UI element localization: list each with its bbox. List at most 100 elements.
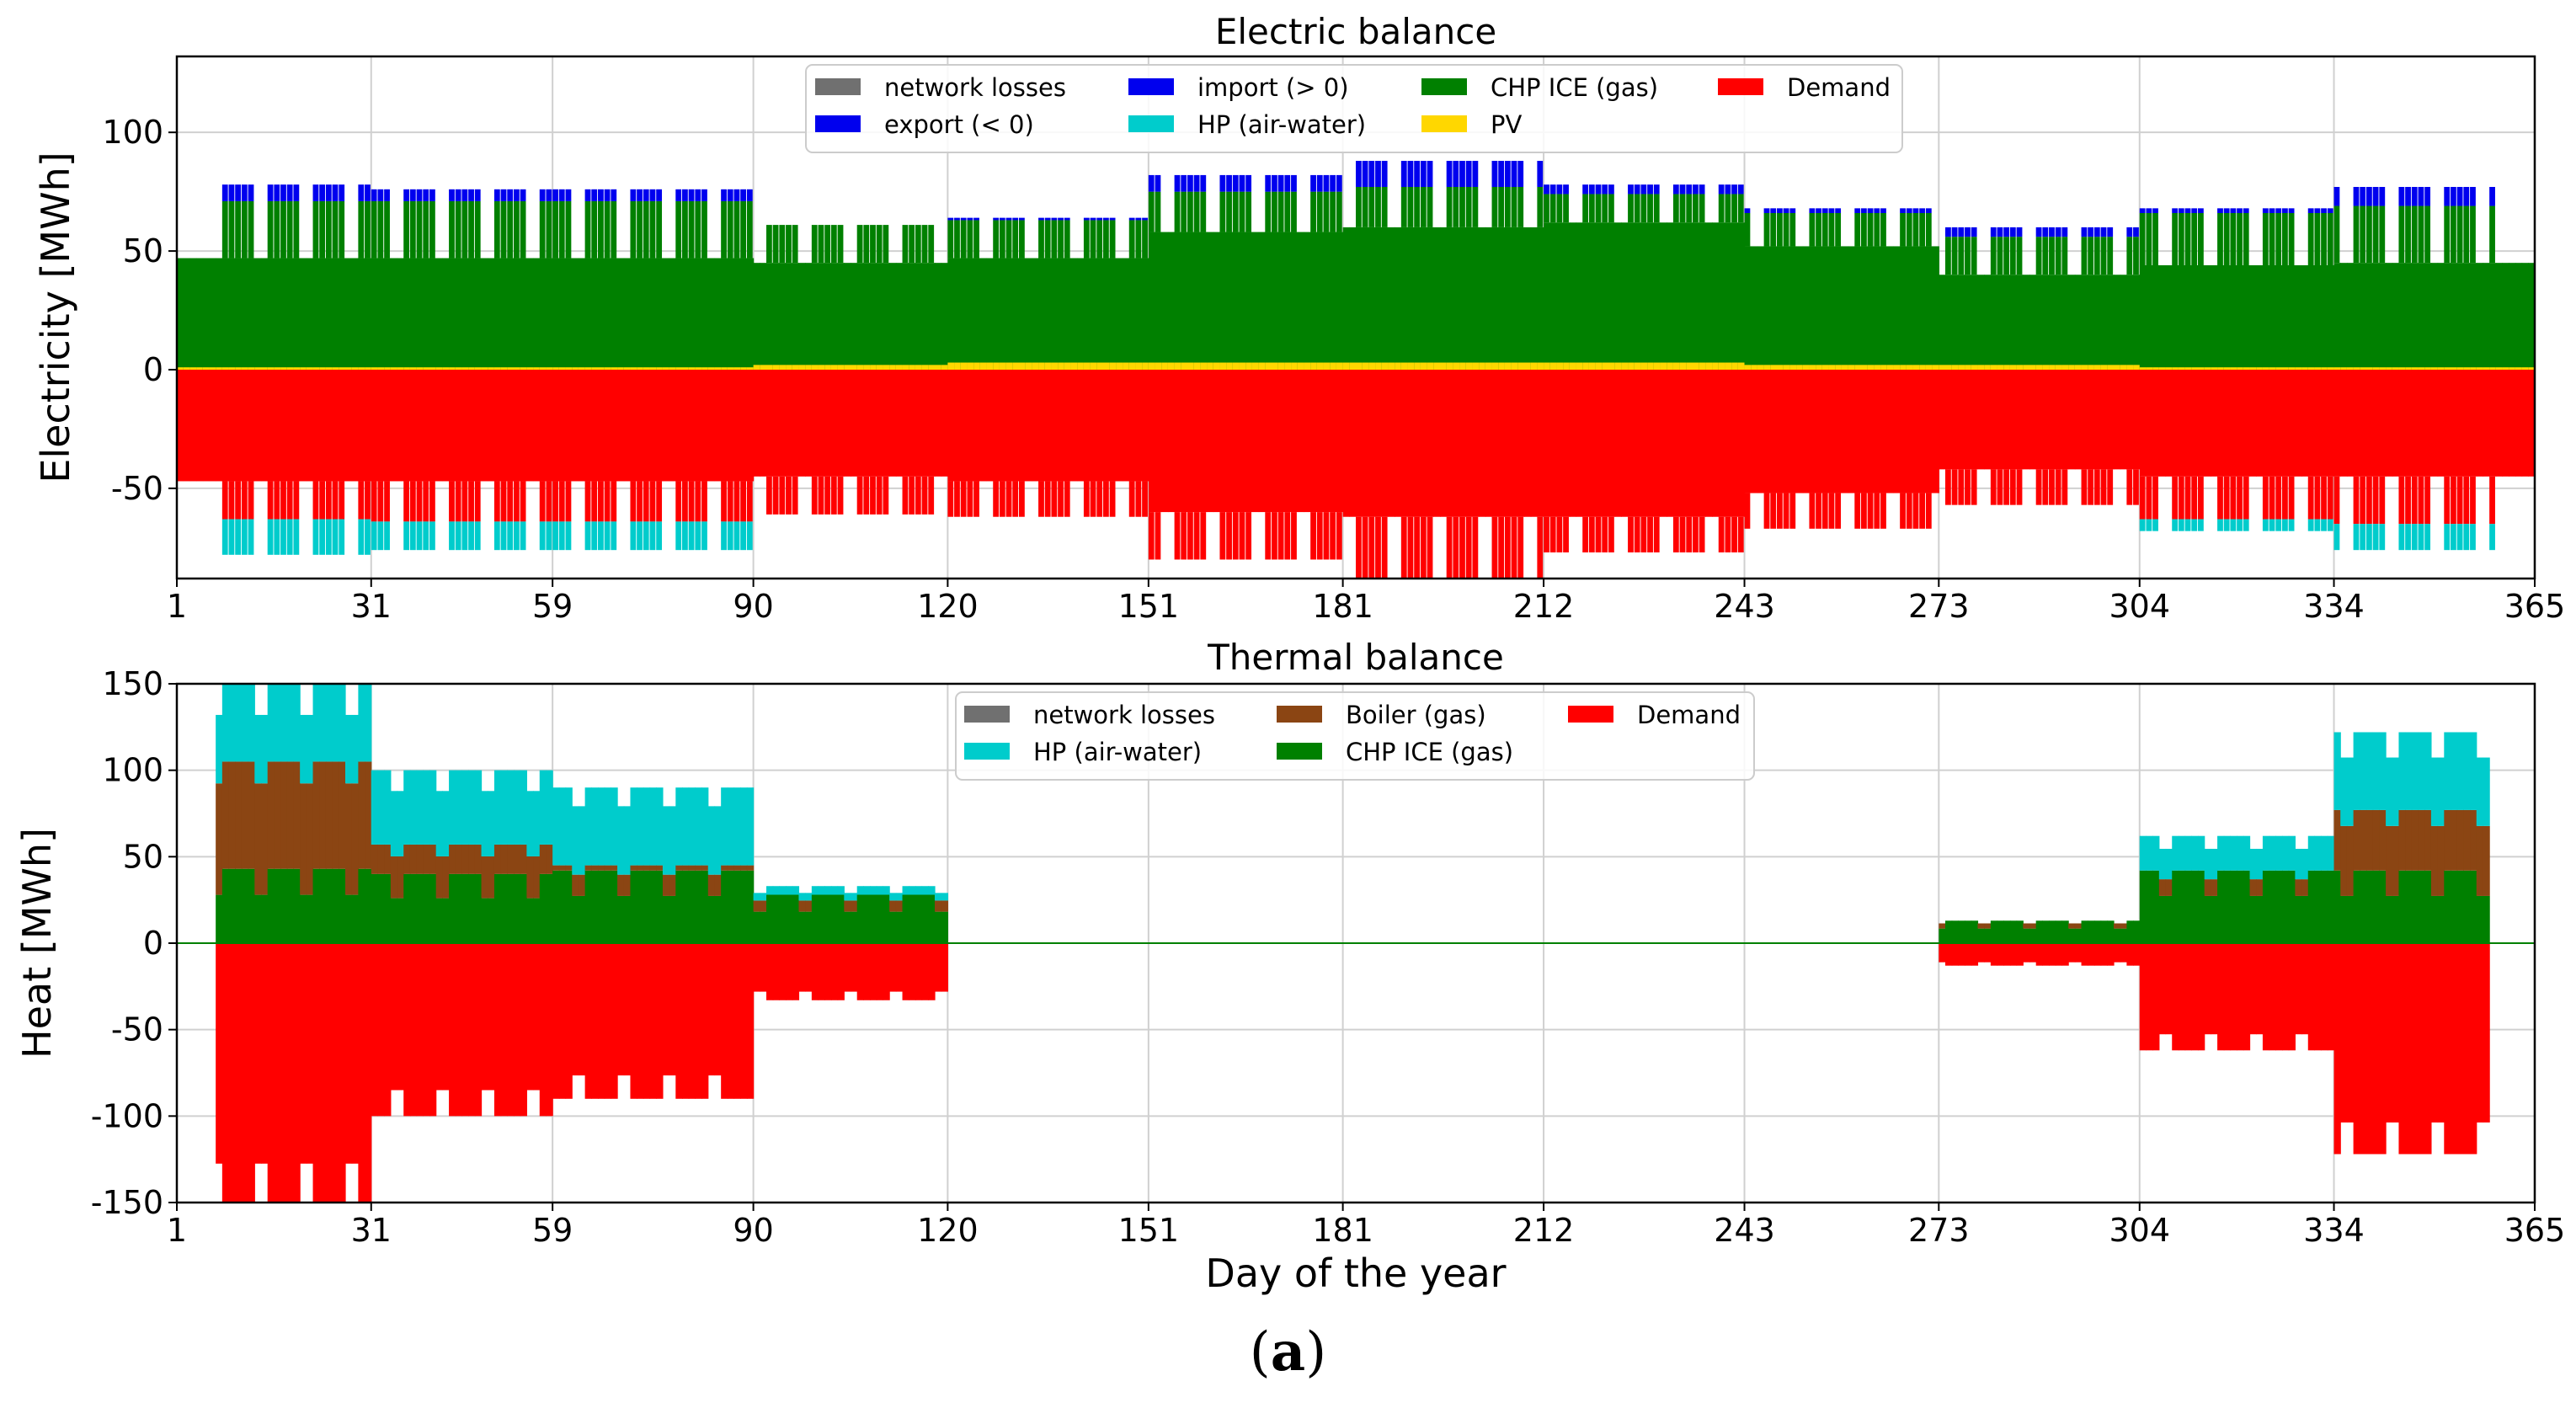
chp-base-bar (1841, 246, 1849, 370)
heat-hp-bar (2444, 732, 2451, 810)
hp-bar (2405, 524, 2411, 551)
chp-peak-bar (993, 220, 1000, 259)
chp-base-bar (1925, 246, 1933, 370)
chp-peak-bar (423, 200, 429, 259)
import-bar (461, 189, 468, 201)
hp-bar (520, 521, 526, 551)
chp-peak-bar (228, 200, 235, 259)
chp-peak-bar (928, 225, 935, 264)
heat-demand-bar (429, 943, 437, 1117)
demand-peak-bar (1971, 469, 1977, 505)
demand-peak-bar (960, 481, 967, 517)
heat-demand-bar (514, 943, 521, 1117)
import-bar (1465, 161, 1472, 187)
import-bar (1854, 208, 1861, 213)
demand-base-bar (1245, 370, 1253, 513)
demand-base-bar (1867, 370, 1875, 493)
heat-chp-bar (365, 868, 372, 943)
chp-base-bar (2353, 263, 2360, 370)
heat-chp-bar (915, 894, 923, 943)
import-bar (1420, 161, 1427, 187)
heat-hp-bar (837, 886, 845, 895)
heat-demand-bar (221, 943, 230, 1203)
heat-demand-bar (319, 943, 327, 1203)
pv-bar (947, 362, 955, 370)
chp-peak-bar (2398, 205, 2405, 264)
chp-base-bar (766, 263, 774, 370)
chp-peak-bar (1005, 220, 1012, 259)
heat-boiler-bar (805, 900, 813, 912)
heat-chp-bar (2042, 920, 2050, 943)
heat-chp-bar (856, 894, 864, 943)
pv-bar (1407, 362, 1415, 370)
pv-bar (455, 367, 463, 370)
hp-bar (2243, 519, 2249, 531)
heat-boiler-bar (2068, 923, 2076, 929)
demand-base-bar (889, 370, 897, 477)
heat-boiler-bar (514, 844, 521, 874)
chp-base-bar (675, 258, 683, 370)
demand-base-bar (1128, 370, 1137, 482)
pv-bar (1900, 365, 1907, 370)
import-bar (2172, 208, 2179, 213)
chp-peak-bar (2424, 205, 2431, 264)
pv-bar (1912, 365, 1920, 370)
heat-hp-bar (423, 770, 430, 845)
demand-base-bar (1025, 370, 1032, 482)
demand-base-bar (999, 370, 1007, 482)
chp-base-bar (565, 258, 573, 370)
demand-base-bar (1984, 370, 1992, 470)
pv-bar (248, 367, 255, 370)
chp-peak-bar (2081, 237, 2088, 275)
pv-bar (1660, 362, 1667, 370)
import-bar (1368, 161, 1375, 187)
heat-demand-bar (2418, 943, 2425, 1155)
chp-base-bar (2074, 275, 2083, 370)
demand-base-bar (811, 370, 819, 477)
import-bar (267, 184, 274, 201)
demand-peak-bar (2178, 476, 2184, 520)
chp-base-bar (1368, 227, 1376, 370)
demand-peak-bar (1356, 516, 1362, 579)
demand-base-bar (1939, 370, 1946, 470)
heat-demand-bar (539, 943, 547, 1117)
heat-hp-bar (461, 770, 469, 845)
heat-chp-bar (345, 894, 353, 943)
heat-chp-bar (2217, 870, 2225, 943)
import-bar (2139, 208, 2146, 213)
hp-bar (235, 519, 242, 555)
heat-boiler-bar (423, 844, 430, 874)
heat-demand-bar (2035, 943, 2043, 966)
heat-boiler-bar (798, 900, 806, 912)
demand-base-bar (1174, 370, 1181, 513)
pv-bar (1848, 365, 1855, 370)
pv-bar (216, 367, 223, 370)
demand-peak-bar (792, 476, 798, 515)
heat-hp-bar (493, 770, 502, 845)
heat-chp-bar (1958, 920, 1965, 943)
pv-bar (1077, 362, 1085, 370)
heat-demand-bar (2074, 943, 2083, 963)
pv-bar (1809, 365, 1816, 370)
import-bar (1459, 161, 1465, 187)
heat-demand-bar (365, 943, 372, 1203)
heat-hp-bar (779, 886, 787, 895)
demand-base-bar (1712, 370, 1720, 517)
demand-base-bar (1109, 370, 1117, 482)
demand-base-bar (416, 370, 424, 482)
heat-chp-bar (2081, 920, 2088, 943)
pv-bar (435, 367, 443, 370)
pv-bar (766, 365, 774, 370)
pv-bar (1816, 365, 1823, 370)
heat-demand-bar (2217, 943, 2225, 1051)
heat-hp-bar (611, 787, 618, 866)
chp-peak-bar (1096, 220, 1103, 259)
demand-peak-bar (2269, 476, 2275, 520)
chp-base-bar (902, 263, 909, 370)
heat-boiler-bar (2360, 809, 2367, 871)
pv-bar (2528, 367, 2536, 370)
chp-peak-bar (1219, 191, 1226, 232)
heat-demand-bar (507, 943, 515, 1117)
pv-bar (1504, 362, 1512, 370)
